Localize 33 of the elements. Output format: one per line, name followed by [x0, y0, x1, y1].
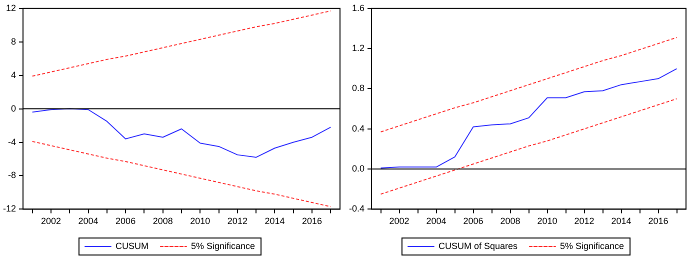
x-tick-label: 2012 [227, 216, 248, 226]
x-tick-label: 2004 [426, 216, 446, 226]
x-tick-label: 2010 [190, 216, 210, 226]
x-tick-label: 2002 [40, 216, 61, 226]
x-tick-label: 2004 [78, 216, 98, 226]
y-tick-label: 12 [6, 2, 16, 13]
legend-label: 5% Significance [560, 240, 624, 251]
y-tick-label: 0 [10, 103, 16, 114]
x-tick-label: 2006 [463, 216, 484, 226]
x-tick-label: 2014 [264, 216, 285, 226]
y-tick-label: -4 [8, 136, 16, 147]
x-tick-label: 2008 [500, 216, 520, 226]
y-tick-label: 1.6 [352, 2, 365, 13]
y-tick-label: 0.0 [352, 164, 365, 174]
x-tick-label: 2016 [302, 216, 322, 226]
x-tick-label: 2008 [152, 216, 173, 226]
y-tick-label: -8 [8, 170, 16, 180]
y-tick-label: 8 [10, 36, 16, 46]
x-tick-label: 2010 [537, 216, 558, 226]
y-tick-label: 0.8 [352, 83, 365, 94]
y-tick-label: 4 [10, 70, 16, 80]
legend-label: 5% Significance [190, 240, 256, 251]
x-tick-label: 2014 [611, 216, 632, 226]
y-tick-label: 0.4 [352, 123, 365, 134]
y-tick-label: -12 [2, 204, 16, 214]
y-tick-label: 1.2 [352, 43, 365, 54]
y-tick-label: -0.4 [348, 204, 365, 214]
x-tick-label: 2006 [116, 216, 136, 226]
legend-label: CUSUM of Squares [438, 240, 518, 251]
legend-label: CUSUM [115, 240, 148, 251]
x-tick-label: 2002 [389, 216, 410, 226]
x-tick-label: 2016 [648, 216, 668, 226]
x-tick-label: 2012 [574, 216, 594, 226]
